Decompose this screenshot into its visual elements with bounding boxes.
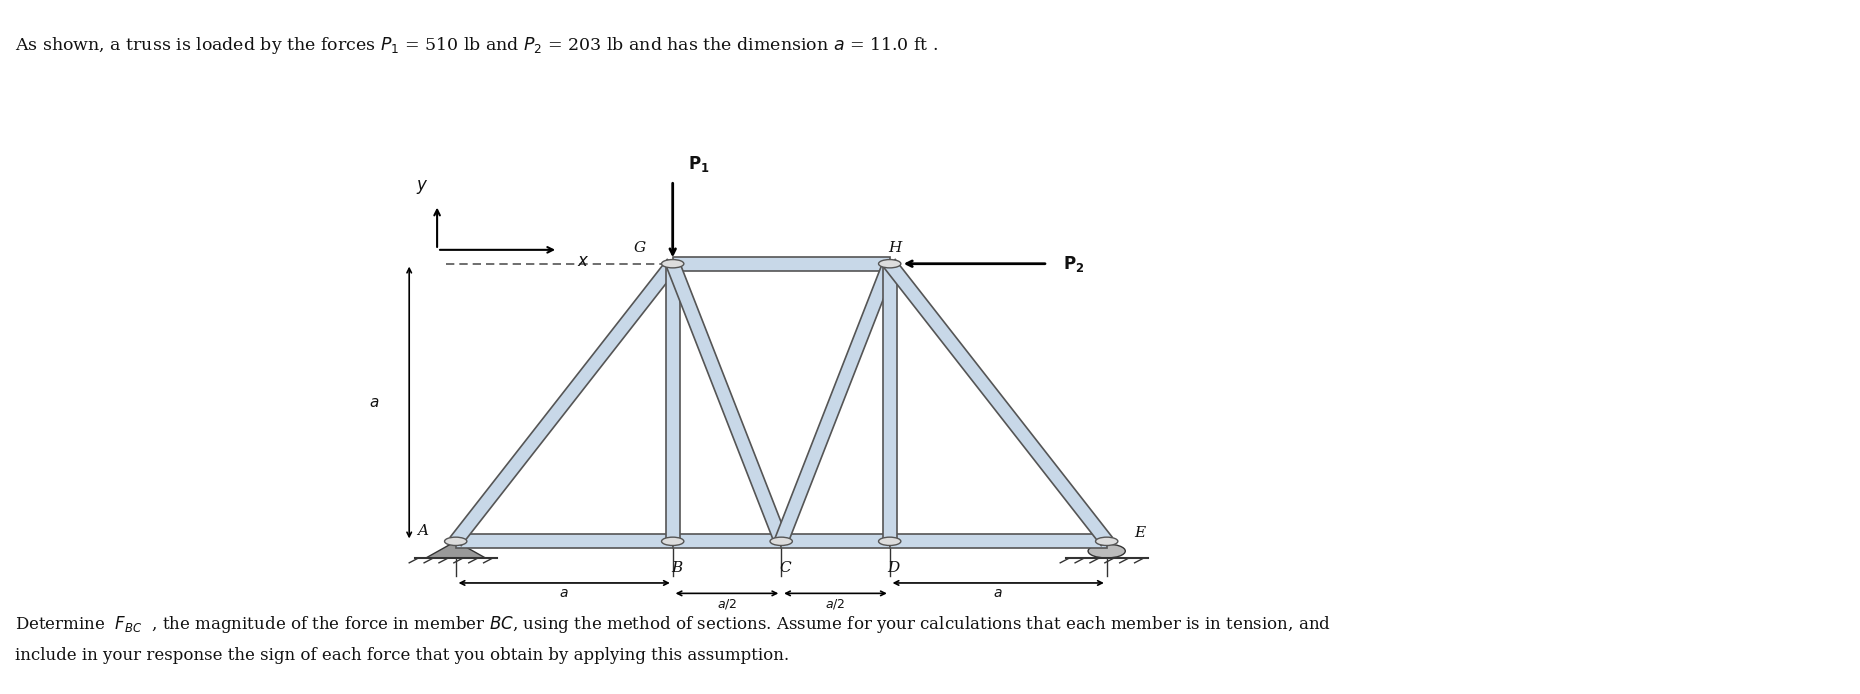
Polygon shape (884, 260, 1112, 545)
Text: $a$: $a$ (993, 586, 1003, 600)
Text: E: E (1135, 526, 1146, 540)
Circle shape (662, 537, 684, 545)
Polygon shape (666, 261, 787, 544)
Polygon shape (673, 257, 889, 271)
Polygon shape (889, 534, 1107, 548)
Circle shape (770, 537, 792, 545)
Text: $\mathbf{P_2}$: $\mathbf{P_2}$ (1062, 254, 1084, 273)
Text: G: G (632, 242, 645, 255)
Text: C: C (779, 561, 790, 575)
Text: A: A (417, 524, 428, 538)
Polygon shape (666, 264, 679, 541)
Circle shape (1088, 544, 1125, 558)
Text: $a/2$: $a/2$ (826, 597, 846, 611)
Text: $a$: $a$ (560, 586, 569, 600)
Text: include in your response the sign of each force that you obtain by applying this: include in your response the sign of eac… (15, 647, 789, 663)
Circle shape (1096, 537, 1118, 545)
Polygon shape (673, 534, 781, 548)
Text: As shown, a truss is loaded by the forces $P_1$ = 510 lb and $P_2$ = 203 lb and : As shown, a truss is loaded by the force… (15, 35, 937, 56)
Text: H: H (889, 242, 902, 255)
Text: $y$: $y$ (417, 178, 428, 196)
Circle shape (445, 537, 467, 545)
Circle shape (662, 260, 684, 268)
Polygon shape (884, 264, 897, 541)
Text: D: D (887, 561, 900, 575)
Text: B: B (671, 561, 683, 575)
Circle shape (878, 260, 900, 268)
Polygon shape (776, 261, 897, 544)
Text: $\mathbf{P_1}$: $\mathbf{P_1}$ (688, 153, 709, 174)
Text: $a/2$: $a/2$ (716, 597, 737, 611)
Polygon shape (456, 534, 673, 548)
Text: $a$: $a$ (368, 396, 379, 409)
Text: $x$: $x$ (577, 253, 590, 270)
Text: Determine  $F_{BC}$  , the magnitude of the force in member $BC$, using the meth: Determine $F_{BC}$ , the magnitude of th… (15, 614, 1330, 635)
Circle shape (878, 537, 900, 545)
Polygon shape (781, 534, 889, 548)
Polygon shape (426, 541, 485, 558)
Polygon shape (450, 260, 679, 545)
